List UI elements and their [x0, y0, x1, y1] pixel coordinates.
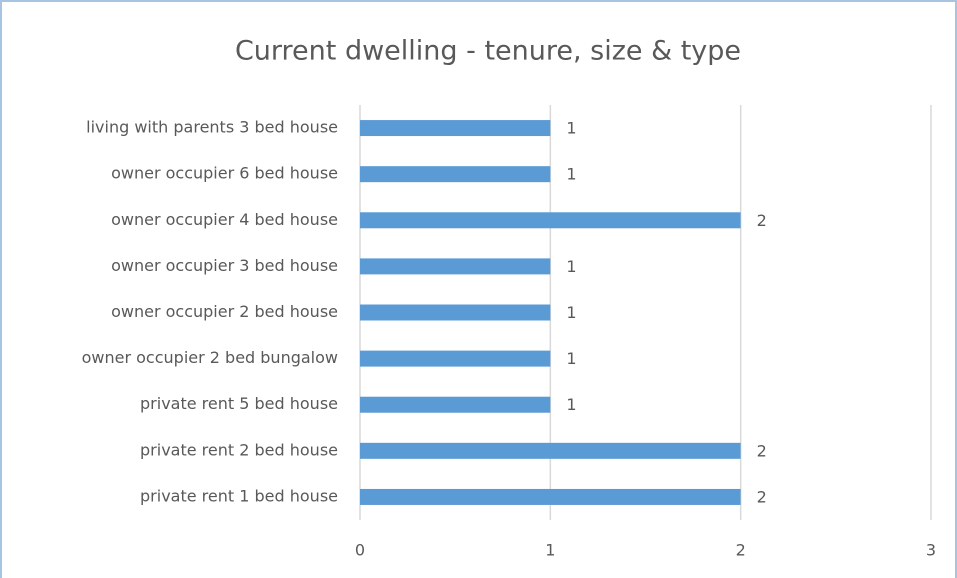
x-tick-label: 0: [355, 541, 365, 560]
y-tick-label: private rent 5 bed house: [140, 394, 338, 413]
bar: [360, 442, 741, 459]
data-label: 1: [566, 303, 576, 322]
bar: [360, 120, 551, 137]
chart-title: Current dwelling - tenure, size & type: [235, 36, 741, 67]
y-tick-label: owner occupier 2 bed house: [111, 302, 338, 321]
data-label: 1: [566, 395, 576, 414]
bar: [360, 350, 551, 367]
data-label: 2: [757, 487, 767, 506]
data-label: 2: [757, 441, 767, 460]
bar: [360, 488, 741, 505]
y-tick-label: owner occupier 4 bed house: [111, 210, 338, 229]
data-label: 1: [566, 257, 576, 276]
data-label: 1: [566, 349, 576, 368]
bar: [360, 396, 551, 413]
y-tick-label: owner occupier 3 bed house: [111, 256, 338, 275]
y-tick-label: private rent 2 bed house: [140, 440, 338, 459]
y-tick-label: living with parents 3 bed house: [86, 118, 338, 137]
data-label: 1: [566, 119, 576, 138]
data-label: 2: [757, 211, 767, 230]
bar: [360, 212, 741, 229]
bar: [360, 166, 551, 183]
x-tick-label: 2: [736, 541, 746, 560]
data-label: 1: [566, 165, 576, 184]
y-tick-label: owner occupier 2 bed bungalow: [82, 348, 338, 367]
y-tick-label: private rent 1 bed house: [140, 486, 338, 505]
x-tick-label: 1: [545, 541, 555, 560]
y-tick-label: owner occupier 6 bed house: [111, 164, 338, 183]
bar: [360, 258, 551, 275]
x-tick-label: 3: [926, 541, 936, 560]
bar: [360, 304, 551, 321]
